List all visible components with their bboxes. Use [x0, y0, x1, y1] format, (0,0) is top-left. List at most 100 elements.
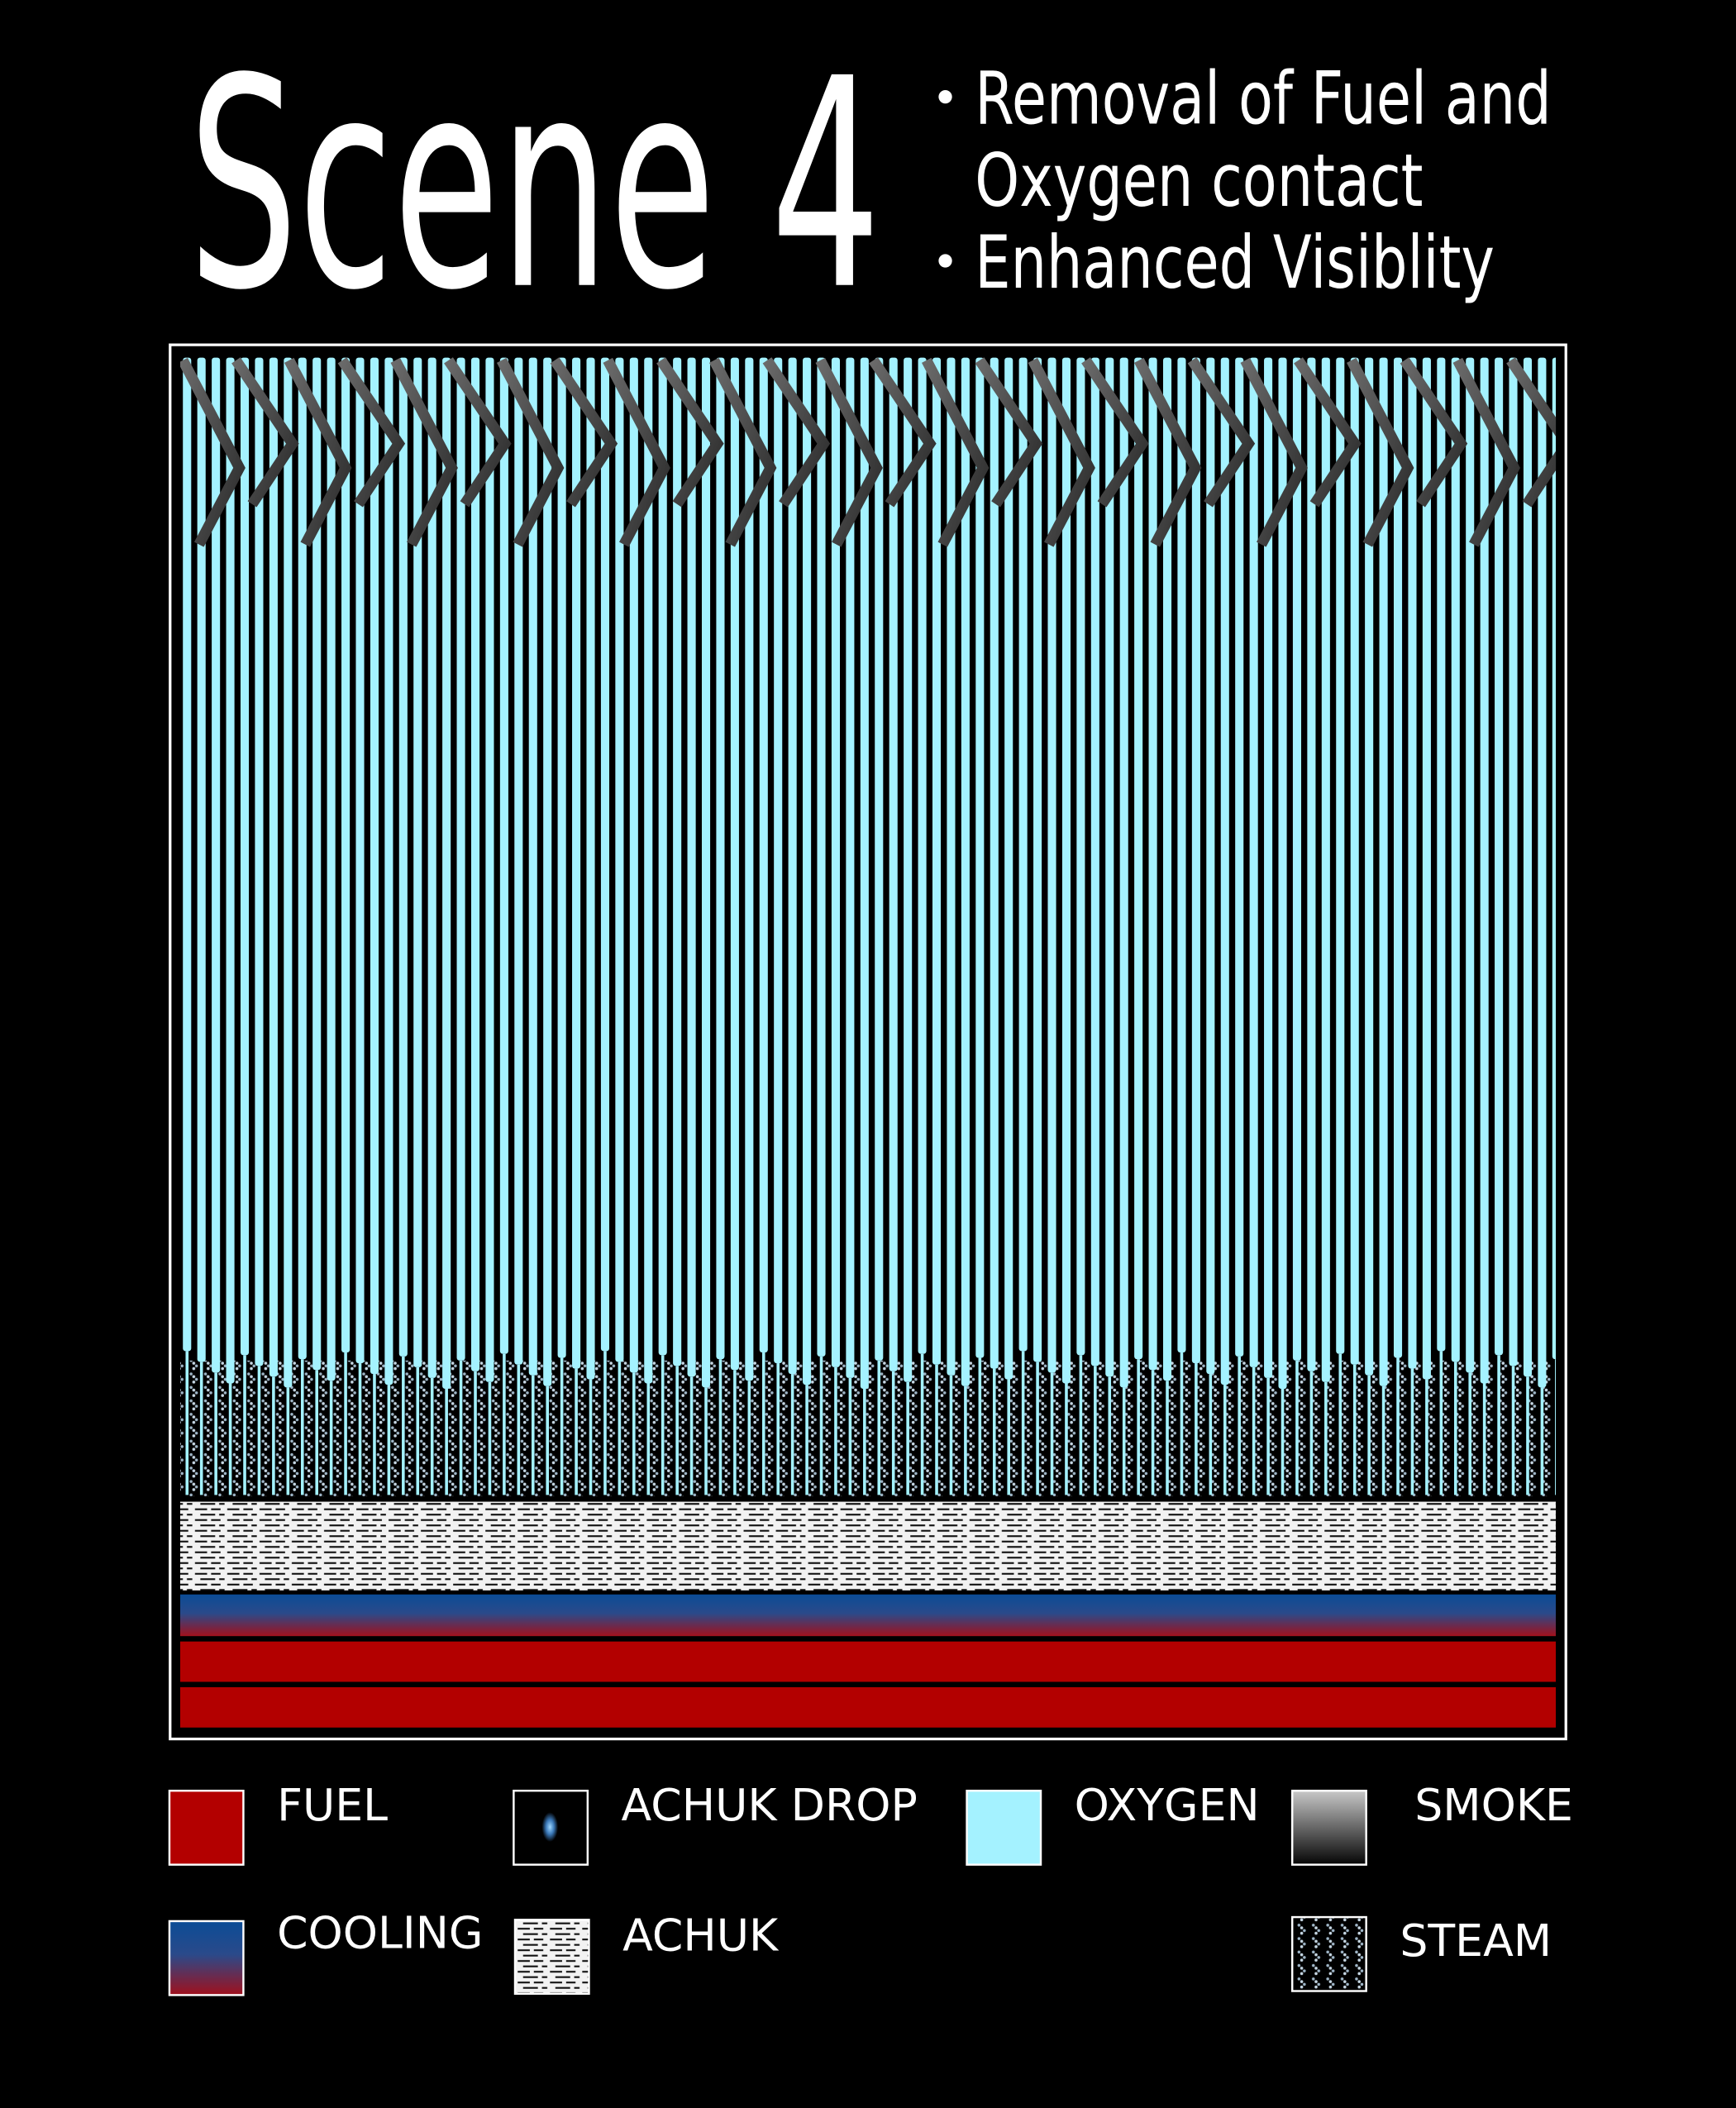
- oxygen-stripe: [430, 1377, 434, 1495]
- oxygen-stripe: [689, 1376, 694, 1495]
- oxygen-stripe: [1036, 1362, 1039, 1495]
- oxygen-stripe: [629, 357, 638, 1373]
- oxygen-stripe: [1281, 1388, 1285, 1495]
- smoke-chevron: [337, 357, 406, 508]
- oxygen-stripe: [687, 357, 696, 1377]
- oxygen-stripe: [1497, 1355, 1500, 1495]
- legend-label: STEAM: [1400, 1915, 1552, 1967]
- oxygen-stripe: [355, 357, 365, 1364]
- oxygen-stripe: [1352, 1364, 1357, 1495]
- oxygen-stripe: [546, 1385, 549, 1495]
- oxygen-stripe: [183, 357, 192, 1352]
- oxygen-stripe: [514, 357, 523, 1365]
- legend-label: FUEL: [277, 1779, 388, 1831]
- oxygen-stripe: [185, 1351, 189, 1495]
- oxygen-stripe: [474, 1371, 477, 1495]
- oxygen-stripe: [745, 357, 754, 1381]
- legend-label: ACHUK: [622, 1910, 780, 1962]
- oxygen-stripe: [459, 1360, 463, 1495]
- oxygen-stripe: [456, 357, 465, 1361]
- oxygen-stripe: [661, 1355, 665, 1495]
- oxygen-stripe: [1162, 357, 1172, 1381]
- oxygen-stripe: [1195, 1363, 1198, 1495]
- oxygen-stripe: [932, 357, 942, 1365]
- oxygen-stripe: [240, 357, 250, 1356]
- oxygen-stripe: [1007, 1379, 1011, 1495]
- oxygen-layer: [183, 357, 1557, 1495]
- oxygen-stripe: [1338, 1353, 1343, 1495]
- oxygen-stripe: [1220, 357, 1229, 1385]
- oxygen-stripe: [199, 1362, 203, 1495]
- oxygen-stripe: [1079, 1355, 1083, 1495]
- oxygen-stripe: [1108, 1376, 1112, 1495]
- drop-icon: [541, 1812, 559, 1842]
- smoke-chevron: [1134, 357, 1202, 547]
- oxygen-stripe: [848, 1377, 852, 1495]
- oxygen-stripe: [889, 357, 898, 1371]
- oxygen-stripe: [990, 357, 999, 1369]
- oxygen-stripe: [358, 1363, 362, 1495]
- oxygen-stripe: [1523, 357, 1533, 1377]
- oxygen-stripe: [803, 357, 812, 1385]
- legend-label: OXYGEN: [1075, 1779, 1260, 1831]
- oxygen-stripe: [413, 357, 422, 1367]
- bullet-text: Enhanced Visiblity: [975, 221, 1495, 306]
- oxygen-stripe: [1350, 357, 1359, 1365]
- oxygen-stripe: [603, 1351, 607, 1495]
- oxygen-stripe: [1367, 1375, 1371, 1495]
- oxygen-stripe: [1206, 357, 1215, 1375]
- achuk-swatch: [513, 1919, 590, 1995]
- oxygen-stripe: [1076, 357, 1085, 1356]
- oxygen-stripe: [1148, 357, 1157, 1371]
- diagram: [179, 357, 1557, 1728]
- oxygen-stripe: [1480, 357, 1489, 1384]
- oxygen-stripe: [1134, 357, 1143, 1360]
- legend-label: COOLING: [277, 1906, 483, 1958]
- oxygen-stripe: [1137, 1359, 1140, 1495]
- smoke-chevron: [231, 357, 299, 508]
- steam-swatch: [1290, 1915, 1367, 1992]
- oxygen-stripe: [228, 1383, 232, 1495]
- oxygen-stripe: [1365, 357, 1374, 1376]
- oxygen-stripe: [632, 1372, 636, 1495]
- oxygen-stripe: [1396, 1357, 1400, 1495]
- oxygen-stripe: [1252, 1366, 1256, 1495]
- oxygen-stripe: [226, 357, 235, 1384]
- oxygen-stripe: [904, 357, 913, 1382]
- oxygen-stripe: [1381, 1385, 1385, 1495]
- oxygen-stripe: [1439, 1351, 1443, 1495]
- oxygen-stripe: [1538, 357, 1547, 1388]
- oxygen-stripe: [1292, 357, 1302, 1361]
- cooling-layer: [179, 1594, 1557, 1637]
- oxygen-stripe: [1295, 1360, 1299, 1495]
- oxygen-stripe: [1105, 357, 1114, 1377]
- oxygen-stripe: [1122, 1387, 1126, 1495]
- oxygen-stripe: [817, 357, 826, 1357]
- oxygen-stripe: [298, 357, 307, 1360]
- oxygen-stripe: [1336, 357, 1345, 1354]
- oxygen-stripe: [488, 1381, 492, 1495]
- smoke-chevron: [444, 357, 512, 508]
- oxygen-stripe: [499, 357, 508, 1354]
- oxygen-stripe: [891, 1371, 895, 1495]
- oxygen-stripe: [733, 1370, 737, 1495]
- oxygen-stripe: [485, 357, 494, 1382]
- oxygen-stripe: [759, 357, 768, 1353]
- oxygen-stripe: [1021, 1351, 1025, 1495]
- oxygen-stripe: [373, 1374, 376, 1495]
- oxygen-stripe: [470, 357, 480, 1371]
- oxygen-stripe: [875, 357, 884, 1361]
- oxygen-stripe: [935, 1364, 938, 1495]
- oxygen-stripe: [341, 357, 351, 1353]
- oxygen-stripe: [214, 1372, 217, 1495]
- oxygen-stripe: [716, 357, 725, 1360]
- smoke-chevron: [284, 357, 352, 547]
- oxygen-stripe: [517, 1364, 521, 1495]
- oxygen-stripe: [315, 1370, 318, 1495]
- smoke-chevron: [1028, 357, 1095, 547]
- oxygen-stripe: [589, 1379, 593, 1495]
- oxygen-stripe: [257, 1366, 261, 1495]
- oxygen-stripe: [398, 357, 408, 1357]
